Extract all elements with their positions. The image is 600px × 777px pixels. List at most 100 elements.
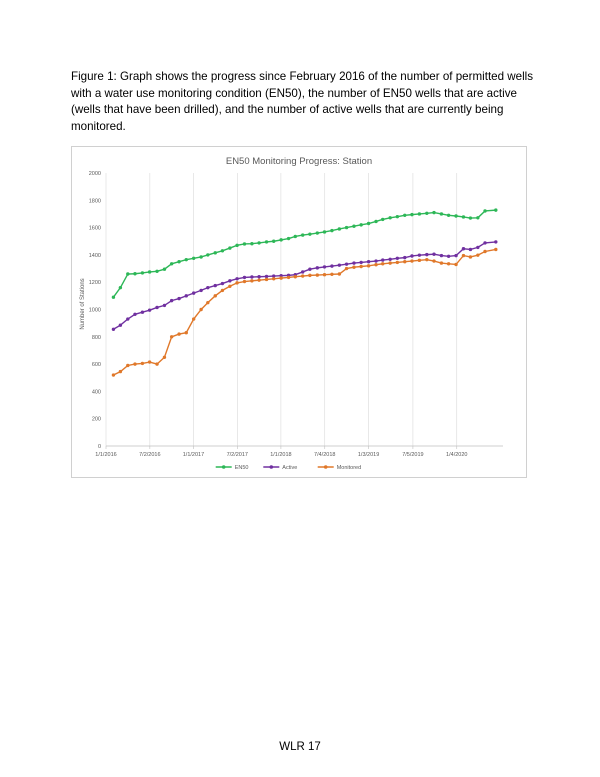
data-point-monitored <box>191 317 196 321</box>
data-point-active <box>468 247 473 252</box>
data-point-active <box>330 264 334 268</box>
data-point-en50 <box>381 217 385 222</box>
data-point-monitored <box>468 255 473 259</box>
y-tick-label: 2000 <box>89 171 101 177</box>
data-point-monitored <box>235 281 239 285</box>
data-point-en50 <box>322 230 327 234</box>
data-point-active <box>147 308 152 312</box>
data-point-active <box>257 275 261 279</box>
data-point-en50 <box>388 216 392 220</box>
data-point-active <box>410 254 414 258</box>
data-point-monitored <box>403 260 407 264</box>
data-point-en50 <box>257 241 261 245</box>
data-point-monitored <box>395 260 400 265</box>
data-point-en50 <box>337 227 342 231</box>
data-point-en50 <box>206 253 210 257</box>
x-tick-label: 1/1/2016 <box>95 452 116 458</box>
series-monitored <box>111 247 498 377</box>
data-point-monitored <box>126 363 130 368</box>
line-chart: EN50 Monitoring Progress: Station Number… <box>80 156 503 471</box>
data-point-monitored <box>293 275 297 279</box>
data-point-en50 <box>228 246 232 250</box>
data-point-active <box>476 245 480 250</box>
y-tick-label: 400 <box>92 389 101 395</box>
data-point-en50 <box>147 270 152 274</box>
data-point-active <box>483 241 487 245</box>
x-tick-label: 1/1/2017 <box>183 452 204 458</box>
data-point-en50 <box>235 243 239 248</box>
x-tick-label: 7/5/2019 <box>402 452 423 458</box>
data-point-monitored <box>446 262 451 266</box>
y-tick-label: 0 <box>98 444 101 450</box>
series-group <box>111 208 498 377</box>
data-point-monitored <box>264 277 269 282</box>
y-tick-label: 1800 <box>89 198 101 204</box>
legend-label: EN50 <box>235 465 249 471</box>
page-number: WLR 17 <box>279 741 321 753</box>
y-tick-label: 800 <box>92 335 101 341</box>
y-tick-label: 1000 <box>89 308 101 314</box>
data-point-active <box>395 256 400 261</box>
data-point-monitored <box>206 300 210 305</box>
grid-lines <box>105 173 458 446</box>
data-point-en50 <box>162 267 167 271</box>
series-line-monitored <box>113 248 496 376</box>
data-point-en50 <box>177 260 181 264</box>
y-tick-label: 1600 <box>89 226 101 232</box>
data-point-en50 <box>126 272 130 276</box>
data-point-monitored <box>169 335 174 339</box>
data-point-active <box>235 277 239 281</box>
data-point-monitored <box>177 332 181 336</box>
data-point-en50 <box>483 209 487 213</box>
data-point-monitored <box>147 360 152 364</box>
data-point-en50 <box>344 225 349 230</box>
data-point-en50 <box>293 234 297 239</box>
data-point-active <box>206 285 210 290</box>
data-point-monitored <box>213 294 217 298</box>
data-point-monitored <box>366 264 371 268</box>
series-en50 <box>111 208 498 299</box>
data-point-active <box>446 254 451 258</box>
data-point-en50 <box>250 242 254 246</box>
legend-item-en50: EN50 <box>215 465 249 471</box>
data-point-en50 <box>468 216 473 220</box>
data-point-monitored <box>199 307 203 312</box>
x-tick-label: 7/4/2018 <box>314 452 335 458</box>
data-point-en50 <box>220 249 225 253</box>
legend-swatch-marker <box>221 465 226 469</box>
data-point-en50 <box>417 212 422 216</box>
data-point-en50 <box>133 272 137 276</box>
data-point-active <box>403 255 407 260</box>
data-point-active <box>155 305 159 310</box>
figure-caption: Figure 1: Graph shows the progress since… <box>71 70 534 133</box>
data-point-active <box>494 240 498 244</box>
data-point-active <box>381 258 385 262</box>
data-point-monitored <box>330 272 334 276</box>
data-point-active <box>140 310 145 314</box>
data-point-en50 <box>199 255 203 259</box>
data-point-active <box>118 323 123 327</box>
data-point-monitored <box>257 278 261 282</box>
data-point-monitored <box>417 258 422 263</box>
data-point-monitored <box>344 266 349 271</box>
data-point-active <box>439 253 444 258</box>
data-point-en50 <box>432 210 436 215</box>
x-tick-label: 1/3/2019 <box>358 452 379 458</box>
data-point-active <box>337 263 342 267</box>
data-point-active <box>366 260 371 264</box>
data-point-en50 <box>155 269 159 273</box>
legend-item-active: Active <box>263 465 297 471</box>
data-point-en50 <box>446 213 451 218</box>
data-point-monitored <box>315 273 320 277</box>
data-point-active <box>388 257 392 261</box>
data-point-monitored <box>228 284 232 288</box>
chart-title: EN50 Monitoring Progress: Station <box>226 156 372 167</box>
legend-swatch-marker <box>269 465 274 469</box>
data-point-en50 <box>476 216 480 220</box>
data-point-en50 <box>191 256 196 261</box>
data-point-en50 <box>184 257 188 262</box>
data-point-active <box>213 283 217 288</box>
data-point-en50 <box>410 212 414 217</box>
data-point-active <box>126 317 130 321</box>
data-point-monitored <box>381 262 385 266</box>
